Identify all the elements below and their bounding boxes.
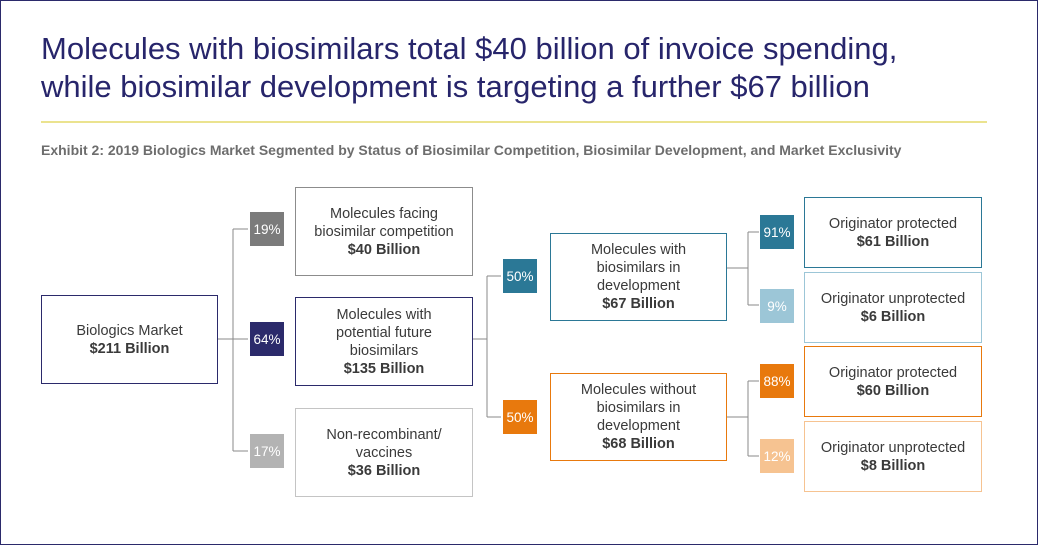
badge-88-percent: 88% bbox=[760, 364, 794, 398]
root-node-biologics-market: Biologics Market $211 Billion bbox=[41, 295, 218, 384]
node-label-line: potential future bbox=[336, 324, 432, 341]
badge-12-percent: 12% bbox=[760, 439, 794, 473]
node-value: $8 Billion bbox=[860, 457, 926, 474]
node-label-line: biosimilars in bbox=[596, 260, 681, 276]
node-label-line: biosimilar competition bbox=[314, 223, 454, 240]
node-value: $68 Billion bbox=[602, 436, 675, 452]
node-potential-future-biosimilars: Molecules with potential future biosimil… bbox=[295, 297, 473, 386]
badge-91-percent: 91% bbox=[760, 215, 794, 249]
node-non-recombinant-vaccines: Non-recombinant/ vaccines $36 Billion bbox=[295, 408, 473, 497]
node-value: $135 Billion bbox=[343, 360, 425, 377]
node-label-line: Molecules with bbox=[590, 242, 687, 258]
root-label: Biologics Market bbox=[76, 322, 183, 339]
node-biosimilars-in-development: Molecules with biosimilars in developmen… bbox=[550, 233, 727, 321]
node-value: $60 Billion bbox=[856, 382, 930, 399]
page-title: Molecules with biosimilars total $40 bil… bbox=[41, 30, 1001, 106]
node-label-line: development bbox=[596, 278, 681, 294]
node-label-line: Originator protected bbox=[828, 364, 958, 381]
node-label-line: biosimilars in bbox=[596, 400, 681, 416]
node-label-line: Molecules with bbox=[336, 306, 432, 323]
title-divider bbox=[41, 121, 987, 123]
node-value: $40 Billion bbox=[347, 241, 421, 258]
node-label-line: Originator protected bbox=[828, 215, 958, 232]
node-label-line: development bbox=[596, 418, 681, 434]
badge-17-percent: 17% bbox=[250, 434, 284, 468]
title-line-2: while biosimilar development is targetin… bbox=[41, 69, 870, 104]
node-label-line: Originator unprotected bbox=[820, 439, 966, 456]
badge-64-percent: 64% bbox=[250, 322, 284, 356]
node-value: $61 Billion bbox=[856, 233, 930, 250]
node-label-line: biosimilars bbox=[349, 342, 419, 359]
node-value: $6 Billion bbox=[860, 308, 926, 325]
node-originator-unprotected-without: Originator unprotected $8 Billion bbox=[804, 421, 982, 492]
exhibit-subtitle: Exhibit 2: 2019 Biologics Market Segment… bbox=[41, 142, 902, 158]
node-label-line: Molecules without bbox=[580, 382, 697, 398]
node-biosimilar-competition: Molecules facing biosimilar competition … bbox=[295, 187, 473, 276]
root-value: $211 Billion bbox=[89, 340, 170, 357]
node-value: $36 Billion bbox=[347, 462, 421, 479]
node-label-line: Molecules facing bbox=[329, 205, 438, 222]
node-originator-protected-without: Originator protected $60 Billion bbox=[804, 346, 982, 417]
title-line-1: Molecules with biosimilars total $40 bil… bbox=[41, 31, 898, 66]
badge-50-percent-with: 50% bbox=[503, 259, 537, 293]
node-label-line: vaccines bbox=[355, 444, 413, 461]
node-label-line: Non-recombinant/ bbox=[326, 426, 442, 443]
node-originator-unprotected-with: Originator unprotected $6 Billion bbox=[804, 272, 982, 343]
node-originator-protected-with: Originator protected $61 Billion bbox=[804, 197, 982, 268]
badge-19-percent: 19% bbox=[250, 212, 284, 246]
badge-9-percent: 9% bbox=[760, 289, 794, 323]
node-label-line: Originator unprotected bbox=[820, 290, 966, 307]
badge-50-percent-without: 50% bbox=[503, 400, 537, 434]
node-value: $67 Billion bbox=[602, 296, 675, 312]
node-without-biosimilars-in-development: Molecules without biosimilars in develop… bbox=[550, 373, 727, 461]
